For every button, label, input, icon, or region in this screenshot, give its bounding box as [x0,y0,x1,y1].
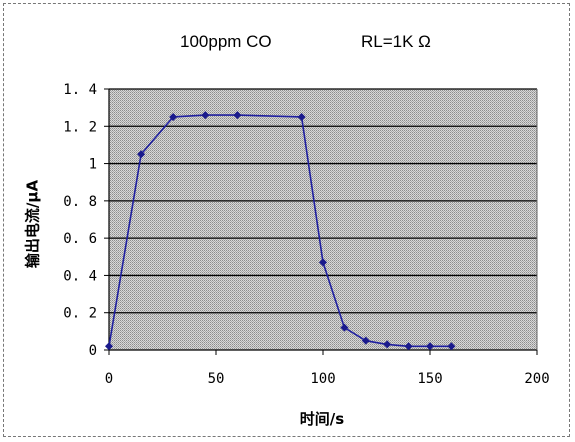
data-point-marker [297,112,306,121]
x-tick-label: 0 [105,371,113,387]
y-tick-label: 0. 6 [63,231,97,247]
data-point-marker [137,150,146,159]
chart-title-condition: 100ppm CO [180,32,272,51]
data-point-marker [447,342,456,351]
x-tick-label: 200 [524,371,549,387]
series-current [105,111,456,351]
data-point-marker [169,112,178,121]
x-axis-ticks: 0 50 100 150 200 [105,350,550,387]
y-tick-label: 1. 2 [63,119,97,135]
data-point-marker [233,111,242,120]
x-axis-label: 时间/s [299,410,345,428]
x-tick-label: 50 [208,371,225,387]
chart-title-load-resistance: RL=1K Ω [361,32,431,51]
y-tick-label: 1. 4 [63,82,97,98]
x-tick-label: 150 [417,371,442,387]
data-point-marker [201,111,210,120]
data-point-marker [426,342,434,351]
x-tick-label: 100 [310,371,335,387]
data-point-marker [340,323,349,332]
data-point-marker [383,340,392,349]
data-point-marker [361,336,370,345]
data-point-marker [404,342,413,351]
data-point-marker [105,342,113,351]
gridlines [109,88,537,314]
y-tick-label: 1 [89,157,97,173]
y-tick-label: 0. 2 [63,306,97,322]
data-point-marker [319,258,327,267]
plot-area [109,89,537,350]
chart-title: 100ppm CO RL=1K Ω [0,32,575,56]
y-tick-label: 0 [89,343,97,359]
y-tick-label: 0. 8 [63,194,97,210]
y-axis-ticks: 0 0. 2 0. 4 0. 6 0. 8 1 1. 2 1. 4 [63,82,109,359]
chart-frame [3,3,570,437]
y-axis-label-text: 输出电流/μA [23,179,42,269]
y-tick-label: 0. 4 [63,268,97,284]
